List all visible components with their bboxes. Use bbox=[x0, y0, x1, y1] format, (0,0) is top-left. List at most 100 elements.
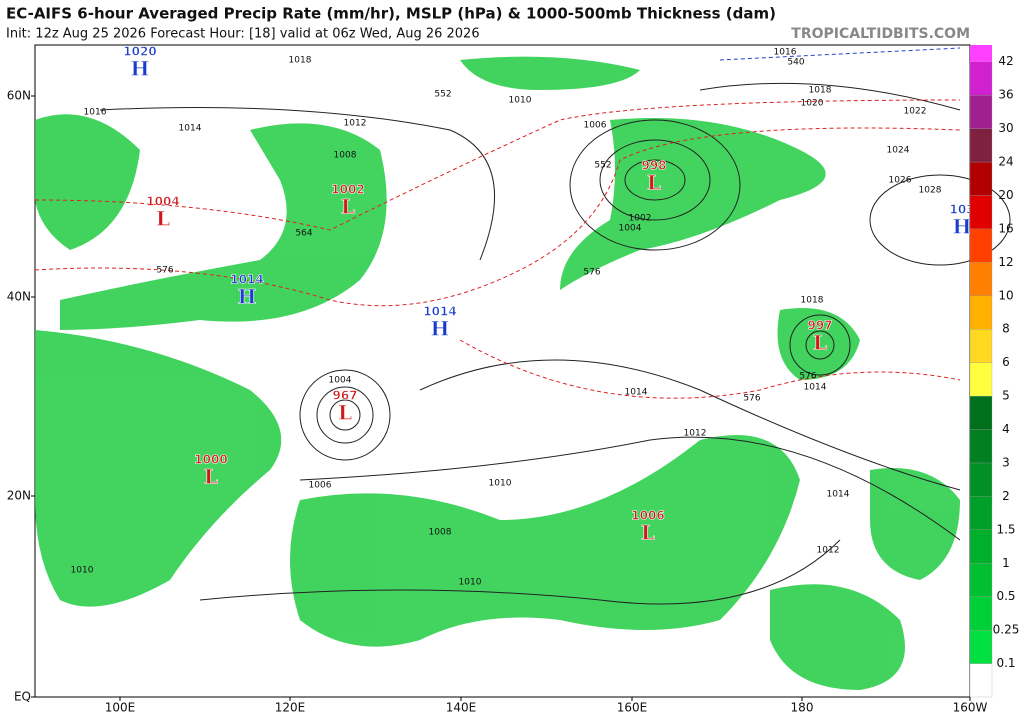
thickness-line-blue bbox=[719, 47, 961, 61]
thickness-lines bbox=[34, 99, 961, 399]
colorbar-swatch bbox=[969, 128, 993, 163]
isobar-label: 1020 bbox=[801, 99, 824, 109]
thickness-label: 552 bbox=[594, 161, 611, 171]
isobar bbox=[199, 539, 841, 605]
center-value: 1004 bbox=[146, 195, 179, 209]
colorbar-label: 24 bbox=[998, 155, 1013, 169]
center-value: 1014 bbox=[230, 273, 263, 287]
isobar-label: 1010 bbox=[489, 479, 512, 489]
isobar-label: 1014 bbox=[804, 383, 827, 393]
isobar-label: 1014 bbox=[827, 490, 850, 500]
isobar-label: 1004 bbox=[619, 224, 642, 234]
thickness-line bbox=[459, 339, 961, 399]
isobar-label: 1012 bbox=[684, 429, 707, 439]
colorbar-swatch bbox=[969, 329, 993, 363]
colorbar-swatch bbox=[969, 161, 993, 196]
precip-areas bbox=[35, 56, 960, 690]
colorbar-swatch bbox=[969, 362, 993, 397]
precip bbox=[560, 118, 826, 290]
isobar-label: 1024 bbox=[887, 146, 910, 156]
colorbar-swatch-top bbox=[970, 45, 992, 62]
isobar-label: 1008 bbox=[429, 528, 452, 538]
isobar bbox=[329, 399, 361, 431]
thickness-line bbox=[34, 99, 961, 231]
isobar-label: 1010 bbox=[509, 96, 532, 106]
lon-label: 100E bbox=[105, 701, 136, 715]
colorbar-swatch bbox=[969, 395, 993, 430]
colorbar-label: 8 bbox=[1002, 322, 1010, 336]
colorbar-swatch bbox=[969, 529, 993, 564]
isobar-label: 1028 bbox=[919, 186, 942, 196]
isobar-label: 1018 bbox=[809, 86, 832, 96]
isobar-label: 1018 bbox=[289, 56, 312, 66]
lon-label: 140E bbox=[446, 701, 477, 715]
center-value: 1006 bbox=[631, 509, 664, 523]
center-value: 967 bbox=[332, 389, 357, 403]
title: EC-AIFS 6-hour Averaged Precip Rate (mm/… bbox=[6, 5, 776, 23]
isobar-label: 1018 bbox=[801, 296, 824, 306]
colorbar-label: 36 bbox=[998, 88, 1013, 102]
colorbar-swatch bbox=[969, 496, 993, 530]
colorbar-swatch bbox=[969, 95, 993, 129]
center-value: 1002 bbox=[331, 183, 364, 197]
lon-label: 180 bbox=[791, 701, 814, 715]
thickness-label: 540 bbox=[787, 58, 804, 68]
colorbar-label: 20 bbox=[998, 188, 1013, 202]
colorbar-swatch bbox=[969, 429, 993, 464]
isobar-label: 1026 bbox=[889, 176, 912, 186]
isobar-label: 1010 bbox=[459, 578, 482, 588]
colorbar-label: 0.1 bbox=[996, 656, 1015, 670]
precip bbox=[290, 435, 800, 647]
thickness-label: 564 bbox=[295, 229, 312, 239]
center-value: 997 bbox=[807, 319, 832, 333]
isobar-label: 1006 bbox=[309, 481, 332, 491]
brand: TROPICALTIDBITS.COM bbox=[791, 26, 970, 42]
colorbar-swatch bbox=[969, 195, 993, 230]
isobar-label: 1004 bbox=[329, 376, 352, 386]
thickness-label: 552 bbox=[434, 90, 451, 100]
center-letter: L bbox=[641, 521, 655, 545]
colorbar-label: 5 bbox=[1002, 389, 1010, 403]
colorbar-swatch bbox=[969, 295, 993, 330]
colorbar-label: 2 bbox=[1002, 489, 1010, 503]
precip bbox=[35, 114, 140, 251]
colorbar-swatch bbox=[969, 563, 993, 597]
isobar-label: 1016 bbox=[84, 108, 107, 118]
colorbar-label: 42 bbox=[998, 54, 1013, 68]
isobar-label: 1016 bbox=[774, 48, 797, 58]
colorbar-label: 0.25 bbox=[993, 623, 1020, 637]
thickness-line bbox=[34, 127, 961, 307]
thickness-label: 576 bbox=[743, 394, 760, 404]
thickness-label: 576 bbox=[583, 268, 600, 278]
isobar bbox=[699, 82, 961, 111]
center-letter: L bbox=[813, 331, 827, 355]
lat-label: EQ bbox=[14, 690, 31, 704]
colorbar-label: 3 bbox=[1002, 455, 1010, 469]
isobar bbox=[419, 359, 961, 491]
isobar bbox=[789, 314, 851, 376]
center-value: 1000 bbox=[194, 453, 227, 467]
center-letter: L bbox=[156, 207, 170, 231]
colorbar-label: 16 bbox=[998, 221, 1013, 235]
lon-label: 120E bbox=[275, 701, 306, 715]
colorbar-swatch bbox=[969, 462, 993, 497]
center-letter: L bbox=[341, 195, 355, 219]
isobars bbox=[99, 82, 1011, 605]
isobar bbox=[805, 330, 835, 360]
subtitle: Init: 12z Aug 25 2026 Forecast Hour: [18… bbox=[6, 27, 480, 42]
colorbar-label: 0.5 bbox=[996, 589, 1015, 603]
colorbar-label: 10 bbox=[998, 288, 1013, 302]
colorbar-swatch bbox=[969, 596, 993, 631]
precip bbox=[460, 56, 640, 90]
isobar-label: 1002 bbox=[629, 214, 652, 224]
isobar-label: 1014 bbox=[179, 124, 202, 134]
isobar-label: 1010 bbox=[71, 566, 94, 576]
colorbar-label: 1 bbox=[1002, 556, 1010, 570]
isobar bbox=[299, 436, 961, 541]
precip bbox=[777, 308, 860, 380]
precip bbox=[60, 123, 387, 330]
colorbar-swatch bbox=[969, 262, 993, 296]
isobar-label: 1022 bbox=[904, 107, 927, 117]
